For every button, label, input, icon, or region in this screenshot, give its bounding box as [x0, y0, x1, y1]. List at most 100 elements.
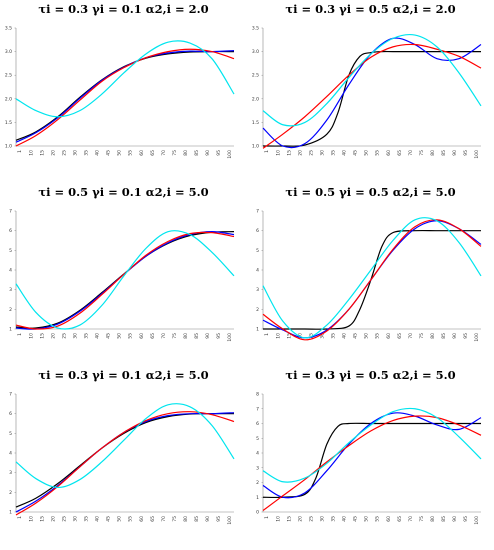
- x-tick-label: 30: [72, 150, 78, 156]
- x-tick-label: 50: [364, 150, 370, 156]
- x-tick-label: 55: [375, 150, 381, 156]
- y-tick-label: 1: [256, 327, 259, 333]
- series-line: [262, 217, 482, 339]
- chart-panel-1: τi = 0.3 γi = 0.1 α2,i = 2.0 1.0 1.5 2.0 2.…: [0, 0, 247, 183]
- x-tick-label: 70: [161, 333, 167, 339]
- x-tick-label: 25: [61, 333, 67, 339]
- x-tick-label: 1: [17, 516, 23, 519]
- x-tick-label: 100: [227, 150, 233, 159]
- y-tick-label: 6: [9, 411, 12, 417]
- x-tick-label: 35: [331, 333, 337, 339]
- x-tick-label: 35: [331, 150, 337, 156]
- x-tick-label: 65: [397, 150, 403, 156]
- y-tick-label: 3: [256, 465, 259, 471]
- y-tick-label: 2.5: [252, 73, 259, 79]
- x-tick-label: 15: [286, 333, 292, 339]
- x-tick-label: 25: [308, 333, 314, 339]
- y-tick-label: 1: [9, 327, 12, 333]
- y-tick-label: 1.5: [5, 120, 12, 126]
- x-tick-label: 100: [227, 333, 233, 342]
- series-line: [262, 37, 482, 149]
- x-tick-label: 55: [375, 516, 381, 522]
- x-tick-label: 90: [205, 333, 211, 339]
- x-tick-label: 100: [227, 516, 233, 525]
- series-line: [15, 231, 235, 329]
- x-tick-label: 90: [205, 150, 211, 156]
- x-tick-label: 85: [194, 150, 200, 156]
- y-tick-label: 3: [9, 470, 12, 476]
- x-tick-label: 45: [353, 333, 359, 339]
- x-tick-label: 10: [275, 150, 281, 156]
- x-tick-label: 95: [216, 516, 222, 522]
- series-line: [15, 411, 235, 516]
- x-tick-label: 50: [364, 333, 370, 339]
- chart-panel-3: τi = 0.5 γi = 0.1 α2,i = 5.0 1 2 3 4 5 6 7 1 10 1…: [0, 183, 247, 366]
- x-tick-label: 90: [452, 333, 458, 339]
- chart-panel-4: τi = 0.5 γi = 0.5 α2,i = 5.0 1 2 3 4 5 6 7 1 10 1…: [247, 183, 494, 366]
- chart-title: τi = 0.5 γi = 0.5 α2,i = 5.0: [285, 185, 456, 199]
- y-tick-label: 8: [256, 392, 259, 398]
- x-tick-label: 65: [150, 333, 156, 339]
- x-tick-label: 45: [106, 150, 112, 156]
- x-tick-label: 55: [375, 333, 381, 339]
- x-tick-label: 20: [297, 516, 303, 522]
- x-tick-label: 40: [95, 516, 101, 522]
- x-tick-label: 45: [106, 516, 112, 522]
- x-tick-label: 75: [172, 516, 178, 522]
- y-tick-label: 1: [9, 510, 12, 516]
- x-tick-label: 85: [441, 516, 447, 522]
- x-tick-label: 20: [50, 150, 56, 156]
- series-line: [262, 33, 482, 127]
- x-tick-label: 80: [430, 150, 436, 156]
- x-tick-label: 95: [463, 150, 469, 156]
- x-tick-label: 30: [319, 333, 325, 339]
- y-tick-label: 5: [256, 436, 259, 442]
- y-tick-label: 6: [256, 228, 259, 234]
- x-tick-label: 85: [194, 516, 200, 522]
- x-tick-label: 80: [430, 516, 436, 522]
- series-line: [15, 40, 235, 118]
- x-tick-label: 70: [408, 150, 414, 156]
- y-tick-label: 3: [256, 287, 259, 293]
- x-tick-label: 20: [50, 333, 56, 339]
- x-tick-label: 50: [117, 333, 123, 339]
- x-tick-label: 95: [463, 516, 469, 522]
- x-tick-label: 20: [297, 150, 303, 156]
- x-tick-label: 90: [205, 516, 211, 522]
- y-tick-label: 1.0: [5, 144, 12, 150]
- y-tick-label: 6: [9, 228, 12, 234]
- y-tick-label: 7: [9, 209, 12, 215]
- x-tick-label: 60: [139, 333, 145, 339]
- series-line: [262, 50, 481, 147]
- series-line: [15, 231, 235, 330]
- y-tick-label: 3.5: [252, 26, 259, 32]
- x-tick-label: 55: [128, 150, 134, 156]
- y-tick-label: 7: [9, 392, 12, 398]
- x-tick-label: 1: [17, 150, 23, 153]
- y-tick-label: 2: [9, 307, 12, 313]
- x-tick-label: 30: [319, 150, 325, 156]
- x-tick-label: 85: [194, 333, 200, 339]
- x-tick-label: 10: [28, 150, 34, 156]
- series-line: [15, 403, 235, 489]
- x-tick-label: 40: [342, 333, 348, 339]
- x-tick-label: 50: [364, 516, 370, 522]
- x-tick-label: 80: [183, 150, 189, 156]
- x-tick-label: 65: [397, 333, 403, 339]
- x-tick-label: 95: [216, 333, 222, 339]
- y-tick-label: 4: [256, 451, 259, 457]
- y-tick-label: 4: [9, 451, 12, 457]
- chart-plot: 1.0 1.5 2.0 2.5 3.0 3.5 1 10 15 20 25 30 35 40 45 50 55 6…: [252, 26, 482, 159]
- x-tick-label: 70: [161, 150, 167, 156]
- x-tick-label: 75: [419, 333, 425, 339]
- x-tick-label: 60: [139, 516, 145, 522]
- x-tick-label: 15: [39, 516, 45, 522]
- x-tick-label: 10: [275, 333, 281, 339]
- y-tick-label: 2: [256, 307, 259, 313]
- x-tick-label: 1: [17, 333, 23, 336]
- x-tick-label: 60: [386, 150, 392, 156]
- y-tick-label: 2.0: [5, 96, 12, 102]
- x-tick-label: 10: [275, 516, 281, 522]
- y-tick-label: 5: [9, 248, 12, 254]
